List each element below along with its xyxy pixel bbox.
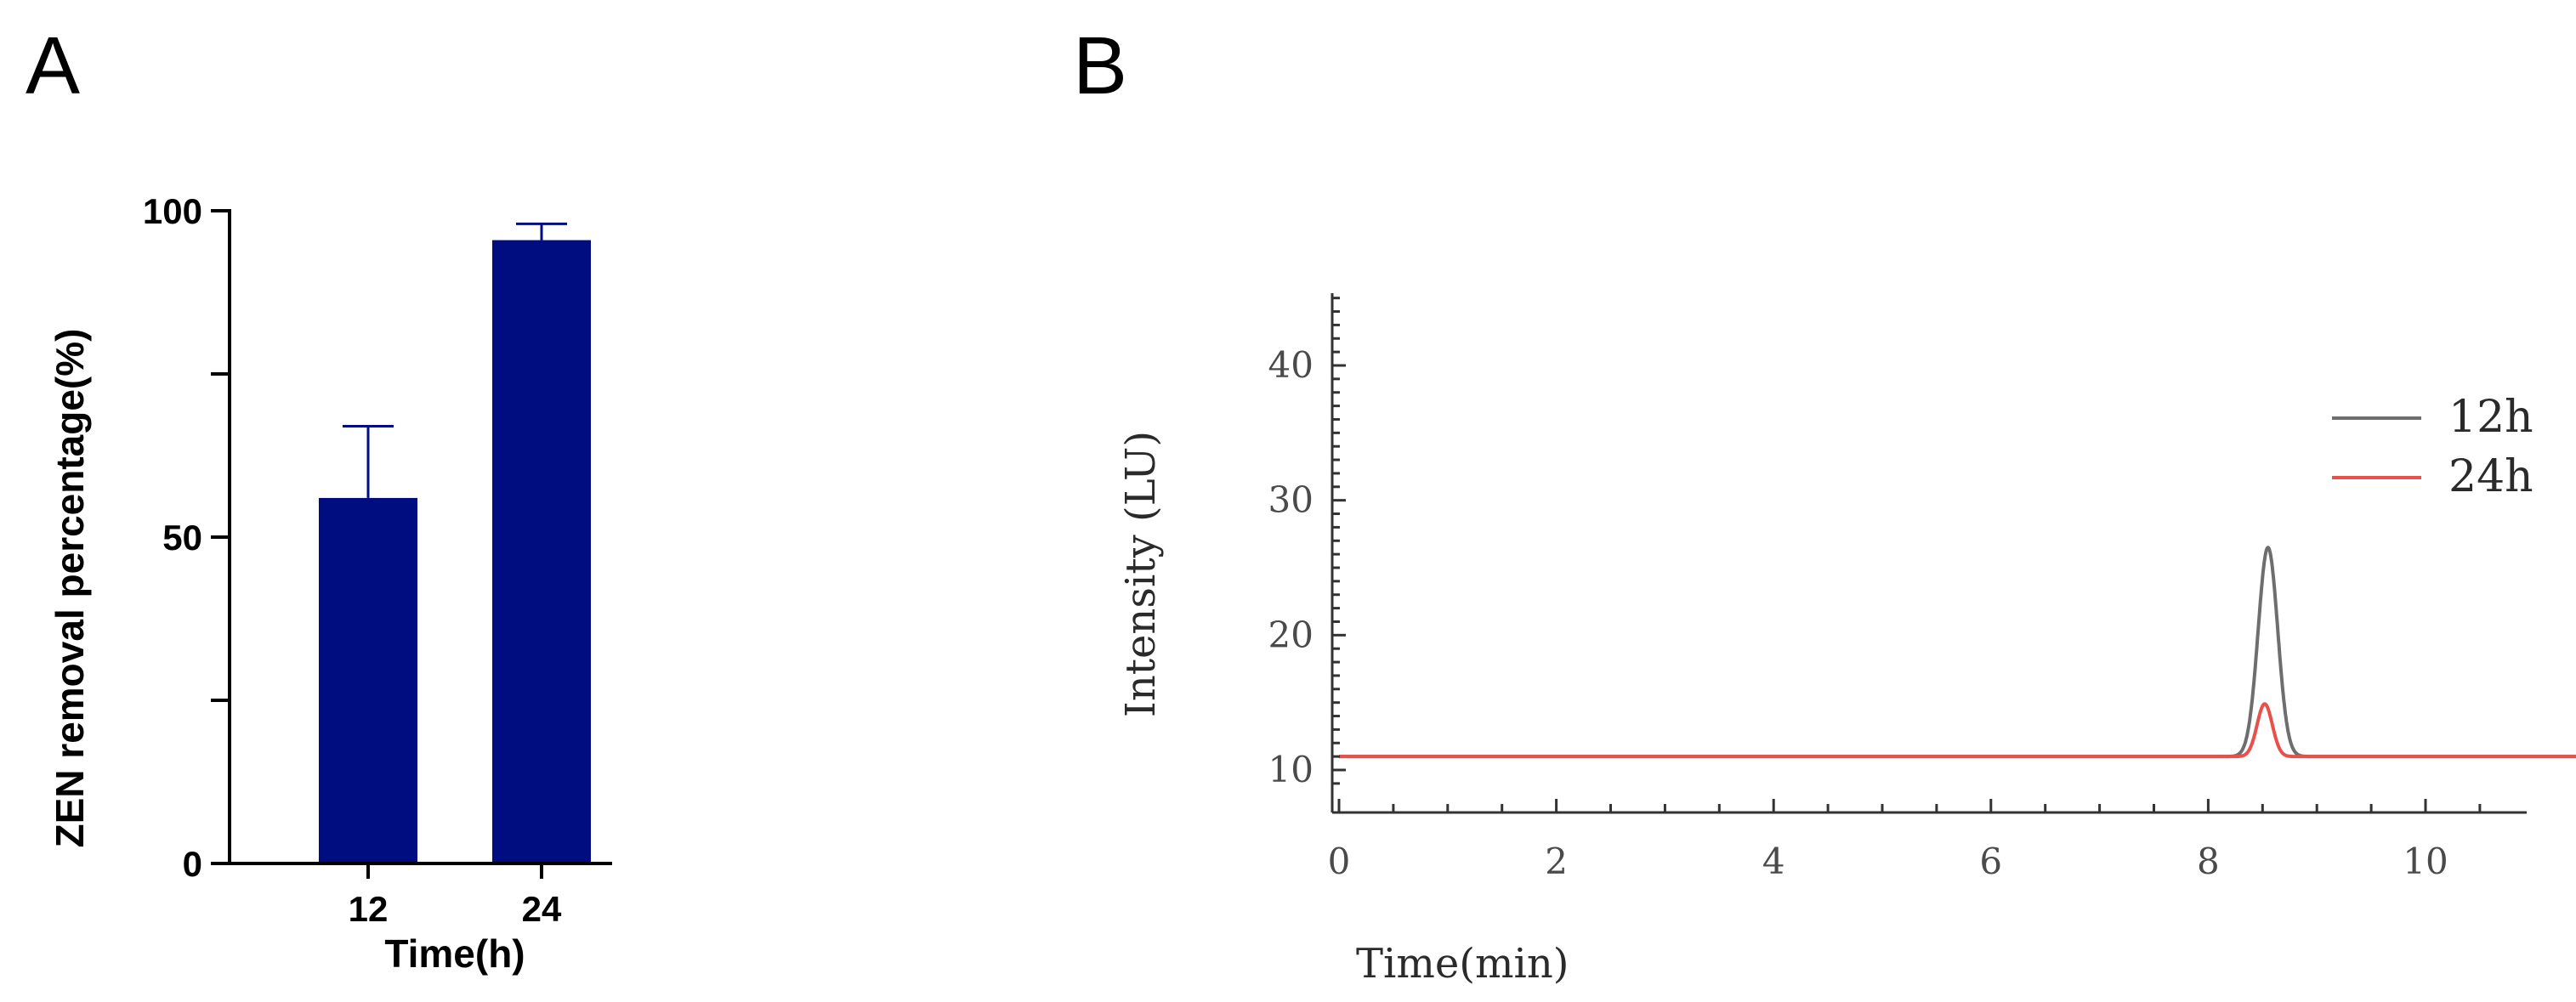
bar-12	[319, 497, 417, 863]
bar-chart-x-axis-label: Time(h)	[384, 931, 525, 976]
bar-24	[492, 240, 591, 863]
x-tick-label-12: 12	[349, 889, 389, 929]
legend-label-12h: 12h	[2448, 392, 2533, 443]
y-tick-label-50: 50	[162, 518, 202, 558]
x-tick-label-8: 8	[2197, 841, 2220, 882]
x-tick-label-0: 0	[1328, 841, 1351, 882]
bar-chart-zen-removal: 12 24 0 50 100 Time(h) ZEN removal percentag…	[48, 191, 612, 976]
bar-chart-axes: 12 24 0 50 100	[143, 191, 612, 929]
y-tick-label-20: 20	[1268, 614, 1314, 655]
series-line-24h	[1337, 702, 2576, 759]
y-tick-label-10: 10	[1268, 749, 1314, 790]
series-line-12h	[1337, 546, 2576, 759]
y-tick-label-40: 40	[1268, 344, 1314, 386]
line-chart-axes: 10 20 30 40 0 2 4 6 8 10	[1268, 293, 2527, 882]
y-tick-label-100: 100	[143, 191, 202, 231]
y-tick-label-30: 30	[1268, 479, 1314, 521]
x-tick-label-2: 2	[1545, 841, 1568, 882]
x-tick-label-6: 6	[1979, 841, 2002, 882]
x-tick-label-24: 24	[522, 889, 562, 929]
panel-letter-a: A	[26, 20, 80, 111]
bar-chart-marks	[319, 222, 591, 863]
bar-chart-y-axis-label: ZEN removal percentage(%)	[48, 329, 92, 848]
line-chart-intensity: 10 20 30 40 0 2 4 6 8 10 Time(min) Intensity (LU)…	[1117, 293, 2576, 988]
x-tick-label-4: 4	[1762, 841, 1785, 882]
y-tick-label-0: 0	[183, 844, 202, 884]
panel-letter-b: B	[1073, 20, 1127, 111]
x-tick-label-10: 10	[2403, 841, 2448, 882]
legend-label-24h: 24h	[2448, 451, 2533, 502]
line-chart-series	[1337, 546, 2576, 759]
line-chart-y-axis-label: Intensity (LU)	[1117, 431, 1165, 717]
line-chart-x-axis-label: Time(min)	[1356, 940, 1569, 988]
